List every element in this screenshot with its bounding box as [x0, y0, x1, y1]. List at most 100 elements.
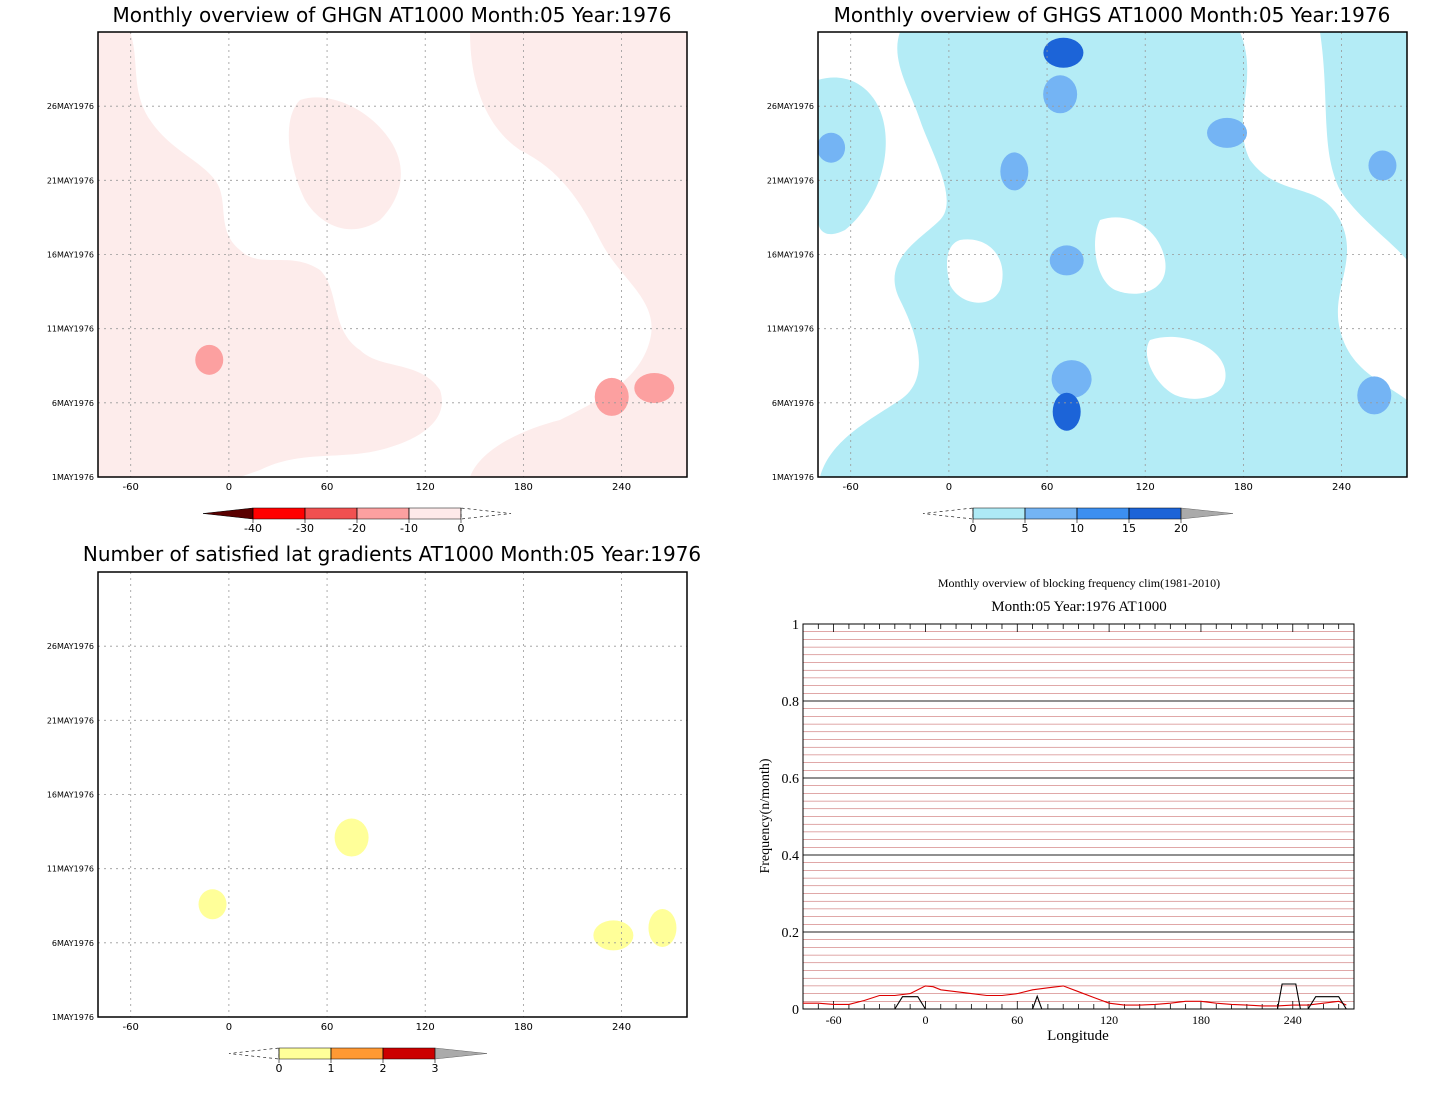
ghgn-y-ticks: 1MAY1976 6MAY1976 11MAY1976 16MAY1976 21MAY1… — [47, 102, 94, 482]
gradients-y-tick-label: 1MAY1976 — [52, 1013, 94, 1022]
ghgs-field-hole-3 — [1146, 336, 1226, 399]
ghgn-patch — [634, 373, 675, 403]
ghgs-field-hole-1 — [1095, 217, 1166, 294]
ghgs-y-ticks: 1MAY1976 6MAY1976 11MAY1976 16MAY1976 21MAY1… — [767, 102, 814, 482]
ghgn-plot-frame — [97, 31, 688, 478]
ghgs-contour-marks — [818, 37, 1397, 431]
ghgn-field — [98, 32, 687, 477]
blocking-y-tick-label: 0.8 — [782, 695, 800, 710]
gradients-title: Number of satisfied lat gradients AT1000… — [83, 542, 701, 566]
ghgn-colorbar-label: -20 — [348, 522, 366, 535]
ghgs-x-tick-label: 120 — [1136, 482, 1155, 493]
blocking-subtitle: Month:05 Year:1976 AT1000 — [991, 599, 1166, 615]
gradients-colorbar: 0 1 2 3 — [228, 1047, 488, 1075]
gradients-x-tick-label: 0 — [226, 1022, 232, 1033]
ghgn-patch — [594, 377, 629, 416]
blocking-title: Monthly overview of blocking frequency c… — [938, 576, 1220, 590]
gradients-colorbar-end-low — [228, 1047, 280, 1060]
ghgs-patch — [1207, 117, 1248, 148]
gradients-x-tick-label: 60 — [321, 1022, 334, 1033]
ghgs-colorbar-box — [1128, 507, 1182, 520]
ghgn-y-tick-label: 1MAY1976 — [52, 473, 94, 482]
ghgn-x-tick-label: 120 — [416, 482, 435, 493]
ghgn-x-tick-label: -60 — [123, 482, 139, 493]
ghgs-patch — [1043, 75, 1078, 114]
ghgs-patch — [1049, 245, 1084, 276]
ghgn-colorbar: -40 -30 -20 -10 0 — [202, 507, 512, 535]
ghgs-patch — [1368, 150, 1397, 181]
ghgn-colorbar-box — [252, 507, 306, 520]
ghgn-colorbar-label: -30 — [296, 522, 314, 535]
ghgs-colorbar-label: 15 — [1122, 522, 1136, 535]
ghgs-x-tick-label: 60 — [1041, 482, 1054, 493]
gradients-plot-frame — [97, 571, 688, 1018]
gradients-y-tick-label: 26MAY1976 — [47, 642, 94, 651]
gradients-panel: Number of satisfied lat gradients AT1000… — [47, 542, 701, 1075]
gradients-patch — [593, 920, 634, 951]
ghgs-colorbar-label: 0 — [970, 522, 977, 535]
ghgs-colorbar-end-low — [922, 507, 974, 520]
gradients-colorbar-label: 2 — [380, 1062, 387, 1075]
blocking-xlabel: Longitude — [1047, 1028, 1109, 1044]
gradients-colorbar-label: 0 — [276, 1062, 283, 1075]
ghgs-patch — [1052, 392, 1081, 431]
ghgn-y-tick-label: 16MAY1976 — [47, 251, 94, 260]
ghgn-colorbar-label: -10 — [400, 522, 418, 535]
blocking-x-ticks: -60 0 60 120 180 240 — [826, 1013, 1302, 1027]
ghgn-x-tick-label: 180 — [514, 482, 533, 493]
blocking-y-tick-label: 0.4 — [782, 849, 800, 864]
blocking-x-tick-label: -60 — [826, 1013, 842, 1027]
blocking-series-lines — [803, 983, 1347, 1010]
ghgs-field-region-west — [818, 77, 886, 235]
ghgs-x-tick-label: 240 — [1332, 482, 1351, 493]
ghgs-x-tick-label: 0 — [946, 482, 952, 493]
gradients-gridlines — [98, 572, 687, 1017]
ghgs-y-tick-label: 6MAY1976 — [772, 399, 814, 408]
ghgs-colorbar-end-high — [1180, 507, 1234, 520]
blocking-y-tick-label: 1 — [792, 618, 799, 633]
gradients-y-tick-label: 16MAY1976 — [47, 791, 94, 800]
ghgn-colorbar-label: 0 — [458, 522, 465, 535]
ghgs-patch — [818, 132, 846, 163]
ghgs-patch — [1051, 360, 1092, 399]
blocking-event-line — [803, 983, 1347, 1010]
ghgs-title: Monthly overview of GHGS AT1000 Month:05… — [834, 3, 1391, 27]
gradients-field — [98, 572, 687, 1017]
ghgn-field-region-south — [100, 297, 202, 406]
ghgn-colorbar-box — [408, 507, 462, 520]
ghgn-y-tick-label: 11MAY1976 — [47, 325, 94, 334]
blocking-x-tick-label: 240 — [1284, 1013, 1302, 1027]
ghgs-plot-frame — [817, 31, 1408, 478]
blocking-frequency-panel: Monthly overview of blocking frequency c… — [758, 576, 1355, 1044]
gradients-patch — [334, 818, 369, 857]
blocking-x-tick-label: 60 — [1011, 1013, 1023, 1027]
ghgs-x-tick-label: -60 — [843, 482, 859, 493]
ghgs-colorbar-label: 20 — [1174, 522, 1188, 535]
blocking-x-tick-label: 180 — [1192, 1013, 1210, 1027]
blocking-y-tick-label: 0.2 — [782, 926, 800, 941]
ghgs-y-tick-label: 11MAY1976 — [767, 325, 814, 334]
ghgs-colorbar-box — [972, 507, 1026, 520]
gradients-colorbar-box — [278, 1047, 332, 1060]
blocking-ylabel: Frequency(n/month) — [758, 758, 773, 873]
ghgn-panel: Monthly overview of GHGN AT1000 Month:05… — [47, 3, 688, 535]
ghgn-contour-marks — [195, 344, 675, 416]
ghgn-colorbar-end-high — [460, 507, 512, 520]
gradients-colorbar-label: 3 — [432, 1062, 439, 1075]
gradients-x-tick-label: -60 — [123, 1022, 139, 1033]
ghgs-colorbar: 0 5 10 15 20 — [922, 507, 1234, 535]
ghgs-y-tick-label: 16MAY1976 — [767, 251, 814, 260]
ghgs-patch — [1357, 376, 1392, 415]
gradients-x-tick-label: 180 — [514, 1022, 533, 1033]
gradients-x-ticks: -60 0 60 120 180 240 — [123, 1022, 632, 1033]
gradients-patch — [198, 889, 227, 920]
ghgn-y-tick-label: 26MAY1976 — [47, 102, 94, 111]
ghgn-field-region-east — [470, 32, 687, 477]
ghgs-field-hole-2 — [947, 239, 1003, 303]
ghgn-gridlines — [98, 32, 687, 477]
ghgn-field-region-center — [288, 97, 401, 230]
gradients-y-tick-label: 11MAY1976 — [47, 865, 94, 874]
gradients-patch — [648, 909, 677, 947]
ghgs-patch — [1043, 37, 1084, 68]
